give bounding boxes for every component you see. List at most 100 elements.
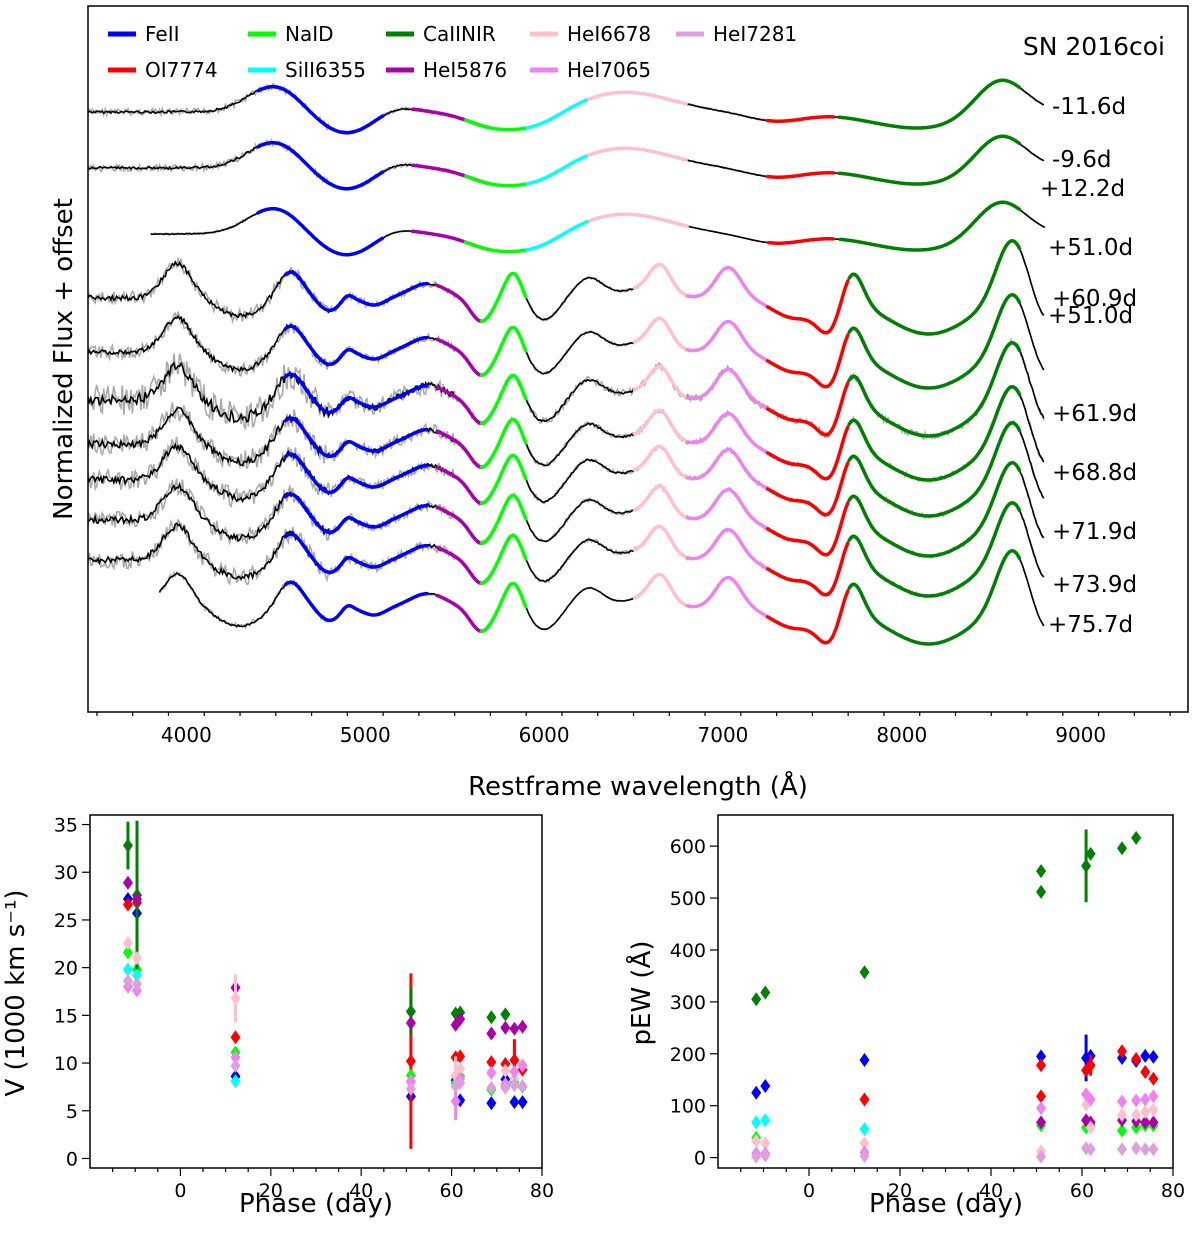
velocity-point bbox=[486, 1026, 497, 1041]
velocity-y-tick-label: 35 bbox=[54, 815, 78, 837]
spectrum-10-fit-hei7065 bbox=[685, 575, 770, 619]
pew-point bbox=[1036, 1058, 1047, 1073]
velocity-point bbox=[230, 1058, 241, 1073]
spectrum-0-fit-naid bbox=[464, 118, 528, 132]
pew-point bbox=[1131, 1108, 1142, 1123]
spectrum-0-fit-siii6355 bbox=[525, 97, 591, 130]
velocity-points bbox=[122, 820, 528, 1149]
spectrum-1-smoothed bbox=[87, 135, 1045, 191]
velocity-point bbox=[405, 1015, 416, 1030]
pew-series-caiinir bbox=[751, 829, 1142, 1007]
pew-point bbox=[751, 1149, 762, 1164]
velocity-y-tick-label: 0 bbox=[66, 1148, 78, 1170]
pew-x-tick-label: 60 bbox=[1070, 1180, 1094, 1202]
pew-point bbox=[859, 1092, 870, 1107]
spectrum-6 bbox=[87, 384, 1045, 484]
velocity-point bbox=[500, 1007, 511, 1022]
spectrum-3-fit-hei5876 bbox=[435, 283, 492, 323]
velocity-y-tick-label: 25 bbox=[54, 910, 78, 932]
pew-y-tick-label: 0 bbox=[694, 1148, 706, 1170]
spectra-x-tick-label: 9000 bbox=[1055, 723, 1106, 747]
velocity-y-tick-label: 20 bbox=[54, 958, 78, 980]
spectrum-4-fit-hei6678 bbox=[632, 316, 688, 351]
spectrum-10-fit-hei6678 bbox=[632, 572, 688, 607]
velocity-point bbox=[455, 1049, 466, 1064]
legend-label: FeII bbox=[145, 22, 180, 46]
pew-series-hei6678 bbox=[751, 1097, 1159, 1159]
spectrum-1 bbox=[87, 134, 1045, 191]
spectra-phase-labels: -11.6d-9.6d+12.2d+51.0d+60.9d+51.0d+61.9… bbox=[1040, 94, 1137, 638]
spectrum-1-fit-oi7774 bbox=[765, 171, 836, 179]
spectra-panel: 4000 5000 6000 7000 8000 9000 -11.6d -9.6d +12.… bbox=[49, 5, 1189, 802]
velocity-series-siii6355 bbox=[122, 962, 241, 1089]
velocity-point bbox=[509, 1021, 520, 1036]
velocity-series-hei6678 bbox=[122, 935, 528, 1095]
velocity-x-axis-label: Phase (day) bbox=[239, 1189, 393, 1219]
spectrum-5-fit-naid bbox=[479, 373, 528, 425]
spectrum-4 bbox=[87, 293, 1045, 391]
spectrum-3-fit-hei7065 bbox=[685, 265, 770, 309]
spectrum-3 bbox=[87, 239, 1045, 337]
pew-point bbox=[1085, 1058, 1096, 1073]
spectrum-10 bbox=[158, 549, 1045, 646]
velocity-series-naid bbox=[122, 945, 528, 1097]
spectrum-7-fit-hei5876 bbox=[435, 465, 492, 505]
spectrum-10-fit-oi7774 bbox=[765, 589, 850, 645]
spectrum-5-fit-hei6678 bbox=[632, 364, 688, 399]
velocity-point bbox=[455, 1061, 466, 1076]
velocity-point bbox=[509, 1077, 520, 1092]
pew-point bbox=[859, 1053, 870, 1068]
velocity-point bbox=[486, 1065, 497, 1080]
velocity-point bbox=[122, 945, 133, 960]
velocity-series-hei7281 bbox=[122, 974, 528, 1096]
pew-x-axis-label: Phase (day) bbox=[869, 1189, 1023, 1219]
pew-series-hei7065 bbox=[751, 1087, 1159, 1161]
velocity-x-tick-label: 80 bbox=[530, 1180, 554, 1202]
legend-label: HeI7281 bbox=[713, 22, 797, 46]
pew-point bbox=[1140, 1115, 1151, 1130]
spectrum-label-6: +61.9d bbox=[1052, 401, 1137, 427]
velocity-point bbox=[122, 897, 133, 912]
pew-point bbox=[1085, 846, 1096, 861]
velocity-point bbox=[509, 1053, 520, 1068]
pew-point bbox=[1117, 1108, 1128, 1123]
spectrum-7-fit-oi7774 bbox=[765, 461, 850, 517]
pew-point bbox=[859, 1122, 870, 1137]
velocity-point bbox=[517, 1058, 528, 1073]
spectrum-4-fit-feii bbox=[283, 324, 429, 367]
velocity-point bbox=[486, 1010, 497, 1025]
legend-label: HeI6678 bbox=[567, 22, 651, 46]
pew-point bbox=[760, 1136, 771, 1151]
spectrum-7-fit-caiinir bbox=[847, 421, 1022, 518]
spectra-series-group bbox=[87, 78, 1046, 646]
spectrum-5-fit-hei7065 bbox=[685, 367, 770, 411]
spectrum-9-fit-caiinir bbox=[847, 501, 1022, 598]
legend-label: SiII6355 bbox=[285, 58, 366, 82]
pew-point bbox=[1148, 1115, 1159, 1130]
velocity-x-tick-label: 20 bbox=[259, 1180, 283, 1202]
pew-point bbox=[751, 1115, 762, 1130]
velocity-series-hei5876 bbox=[122, 875, 528, 1041]
velocity-point bbox=[500, 1080, 511, 1095]
legend-entry-hei7065: HeI7065 bbox=[530, 58, 651, 82]
spectrum-2-fit-caiinir bbox=[838, 200, 1021, 252]
spectrum-9-fit-hei5876 bbox=[435, 545, 492, 585]
spectra-legend: FeII OI7774 NaID SiII6355 CaIINIR HeI5876 HeI6… bbox=[108, 22, 797, 82]
pew-point bbox=[1148, 1142, 1159, 1157]
spectrum-7-fit-hei7065 bbox=[685, 447, 770, 491]
pew-point bbox=[1117, 1094, 1128, 1109]
spectrum-2-fit-siii6355 bbox=[525, 219, 591, 252]
spectrum-0-fit-hei6678 bbox=[587, 90, 688, 106]
velocity-point bbox=[486, 1096, 497, 1111]
velocity-y-tick-label: 5 bbox=[66, 1101, 78, 1123]
pew-panel: 0 20 40 60 80 0 100 200 300 400 500 600 Phase (day)… bbox=[625, 814, 1185, 1219]
spectrum-0-fit-oi7774 bbox=[765, 115, 836, 123]
spectrum-label-0: -11.6d bbox=[1052, 94, 1126, 120]
spectra-x-axis-label: Restframe wavelength (Å) bbox=[468, 770, 808, 802]
spectrum-9-fit-oi7774 bbox=[765, 541, 850, 597]
pew-point bbox=[1085, 1092, 1096, 1107]
legend-entry-feii: FeII bbox=[108, 22, 180, 46]
pew-series-naid bbox=[751, 1118, 1159, 1145]
velocity-point bbox=[486, 1055, 497, 1070]
legend-label: HeI5876 bbox=[423, 58, 507, 82]
